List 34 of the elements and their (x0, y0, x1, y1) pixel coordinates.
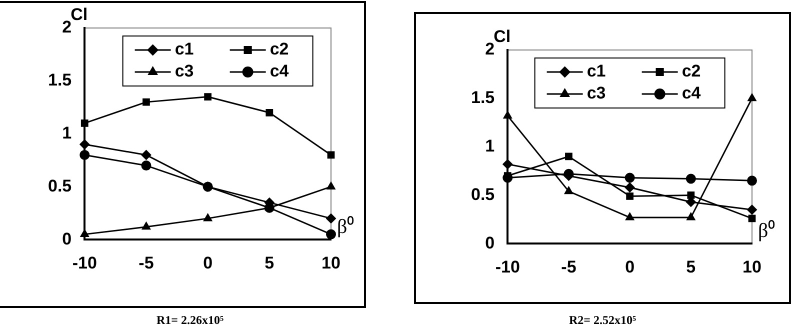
x-axis-title: β⁰ (758, 218, 776, 242)
x-tick-label: 0 (203, 253, 213, 272)
legend-label: c2 (682, 62, 701, 81)
x-tick-label: -10 (72, 253, 97, 272)
legend-label: c1 (174, 40, 194, 59)
x-tick-label: 0 (625, 257, 635, 276)
legend-label: c4 (682, 84, 702, 103)
x-tick-label: -10 (495, 257, 520, 276)
text: R1= 2.26x10⁵ (156, 313, 224, 327)
y-tick-label: 0 (485, 233, 495, 252)
x-tick-label: -5 (561, 257, 576, 276)
y-tick-label: 1 (485, 136, 495, 156)
y-tick-label: 0.5 (48, 176, 72, 196)
x-tick-label: 5 (686, 257, 696, 276)
legend-label: c4 (270, 62, 290, 81)
y-tick-label: 1.5 (470, 88, 495, 108)
legend-label: c1 (586, 62, 606, 81)
legend-label: c3 (174, 62, 194, 81)
y-tick-label: 1.5 (48, 70, 72, 90)
x-tick-label: 5 (264, 253, 274, 272)
y-axis-title: Cl (70, 5, 88, 24)
x-tick-label: 10 (322, 253, 340, 272)
legend-label: c2 (270, 40, 289, 59)
y-axis-title: Cl (494, 27, 511, 46)
y-tick-label: 1 (62, 123, 72, 142)
y-tick-label: 2 (485, 40, 495, 59)
x-axis-title: β⁰ (337, 214, 354, 238)
legend-label: c3 (586, 84, 606, 103)
x-tick-label: 10 (742, 257, 762, 276)
text: R2= 2.52x10⁵ (568, 313, 636, 327)
x-tick-label: -5 (138, 253, 154, 272)
y-tick-label: 0.5 (470, 184, 495, 204)
y-tick-label: 0 (62, 229, 72, 248)
y-tick-label: 2 (62, 18, 72, 37)
